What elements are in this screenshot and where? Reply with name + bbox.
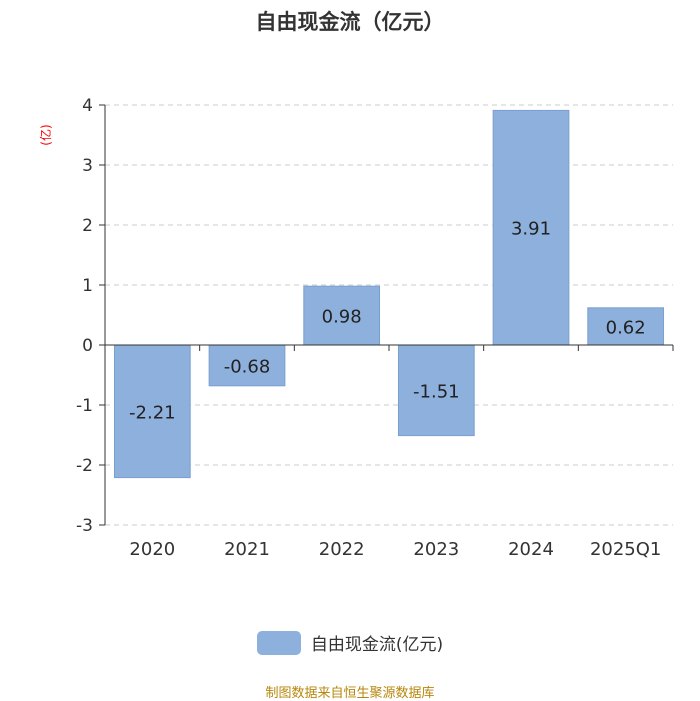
- bar-2021: [208, 344, 286, 387]
- y-tick-label: -2: [76, 456, 93, 476]
- y-tick-label: -3: [76, 516, 93, 536]
- y-tick-label: 4: [82, 96, 93, 116]
- x-tick-label: 2020: [129, 539, 175, 560]
- bar-2025Q1: [587, 307, 665, 346]
- x-tick-label: 2022: [319, 539, 365, 560]
- legend[interactable]: 自由现金流(亿元): [0, 630, 700, 655]
- bar-2022: [303, 285, 381, 346]
- data-label: -2.21: [129, 402, 176, 423]
- data-label: -1.51: [413, 381, 460, 402]
- legend-label[interactable]: 自由现金流(亿元): [310, 635, 444, 655]
- data-label: -0.68: [224, 356, 271, 377]
- y-tick-label: 2: [82, 216, 93, 236]
- data-label: 3.91: [511, 219, 551, 240]
- legend-swatch[interactable]: [256, 630, 301, 655]
- x-tick-label: 2021: [224, 539, 270, 560]
- x-tick-label: 2024: [508, 539, 554, 560]
- data-label: 0.62: [606, 317, 646, 338]
- x-tick-label: 2023: [413, 539, 459, 560]
- x-tick-label: 2025Q1: [590, 539, 661, 560]
- y-tick-label: 3: [82, 156, 93, 176]
- data-label: 0.98: [322, 307, 362, 328]
- source-note: 制图数据来自恒生聚源数据库: [265, 686, 435, 701]
- y-tick-label: 1: [82, 276, 93, 296]
- bar-2024: [492, 109, 570, 346]
- bar-2020: [113, 344, 191, 479]
- y-tick-label: 0: [82, 336, 93, 356]
- y-tick-label: -1: [76, 396, 93, 416]
- chart-title: 自由现金流（亿元）: [255, 10, 445, 34]
- y-axis-label: (亿): [38, 124, 53, 145]
